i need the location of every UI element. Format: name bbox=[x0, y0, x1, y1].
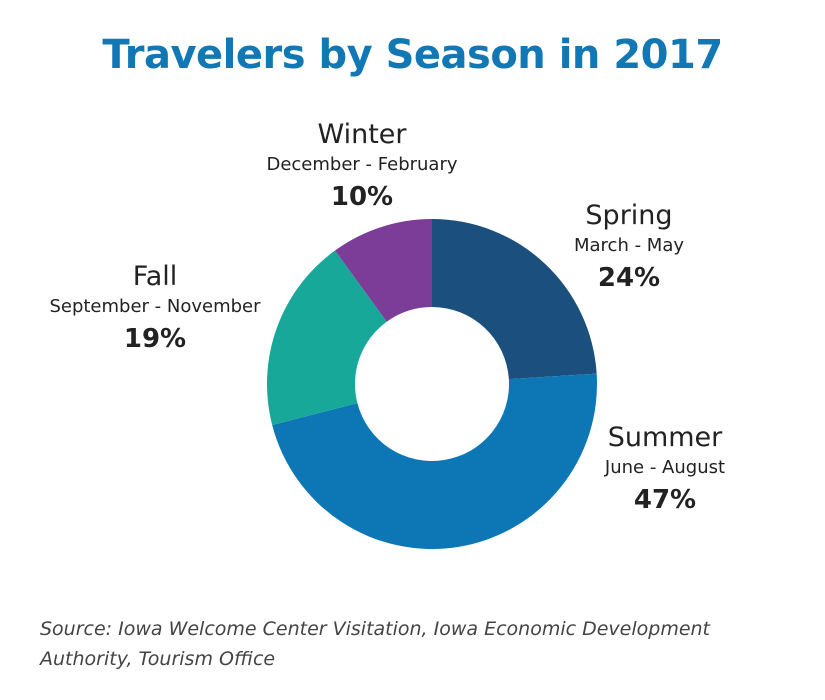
label-group: Spring March - May 24% Summer June - August 4… bbox=[49, 119, 725, 515]
chart-title: Travelers by Season in 2017 bbox=[102, 32, 723, 78]
slice-fall bbox=[267, 250, 387, 426]
slice-value-winter: 10% bbox=[331, 182, 393, 212]
slice-label-spring: Spring bbox=[585, 200, 672, 231]
slice-label-summer: Summer bbox=[608, 422, 723, 453]
slice-months-summer: June - August bbox=[604, 457, 725, 478]
slice-label-fall: Fall bbox=[133, 261, 178, 292]
slice-value-summer: 47% bbox=[634, 485, 696, 515]
donut-chart: Spring March - May 24% Summer June - August 4… bbox=[49, 119, 725, 549]
slice-summer bbox=[272, 373, 597, 549]
slice-months-spring: March - May bbox=[574, 235, 684, 256]
slice-months-winter: December - February bbox=[266, 154, 457, 175]
source-note: Source: Iowa Welcome Center Visitation, … bbox=[40, 618, 711, 670]
slice-group bbox=[267, 219, 597, 549]
slice-spring bbox=[432, 219, 597, 380]
slice-value-fall: 19% bbox=[124, 324, 186, 354]
slice-label-winter: Winter bbox=[317, 119, 407, 150]
slice-value-spring: 24% bbox=[598, 263, 660, 293]
slice-months-fall: September - November bbox=[49, 296, 261, 317]
slice-winter bbox=[335, 219, 432, 322]
